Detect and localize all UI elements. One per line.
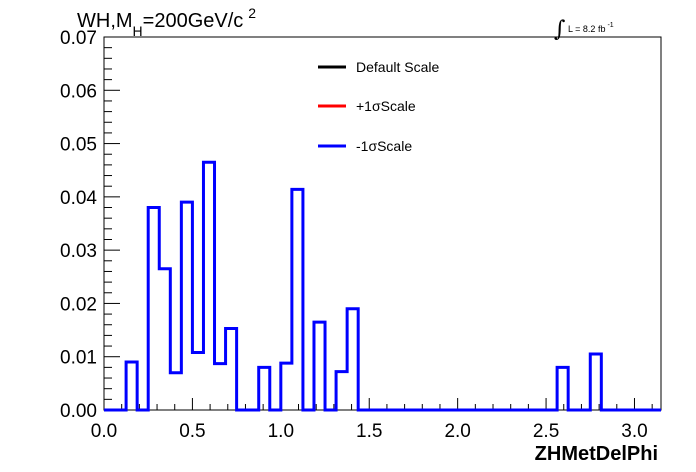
legend-label-default-scale: Default Scale — [356, 59, 439, 75]
y-axis: 0.00 0.01 0.02 0.03 0.04 0.05 0.06 0.07 — [60, 28, 120, 422]
histogram-series-line — [104, 160, 661, 412]
y-tick-label: 0.00 — [60, 401, 97, 422]
x-tick-label: 1.0 — [268, 421, 294, 442]
y-tick-label: 0.06 — [60, 81, 97, 102]
legend: Default Scale +1σScale -1σScale — [318, 59, 439, 154]
y-tick-label: 0.05 — [60, 135, 97, 156]
integral-symbol: ∫ — [554, 17, 566, 42]
x-tick-label: 2.5 — [533, 421, 559, 442]
x-tick-label: 2.0 — [444, 421, 470, 442]
legend-label-minus-sigma-scale: -1σScale — [356, 138, 412, 154]
y-tick-label: 0.04 — [60, 188, 97, 209]
legend-label-plus-sigma-scale: +1σScale — [356, 98, 416, 114]
x-tick-label: 1.5 — [356, 421, 382, 442]
y-tick-label: 0.01 — [60, 348, 97, 369]
x-axis-label: ZHMetDelPhi — [535, 443, 658, 465]
luminosity-label: L = 8.2 fb -1 — [568, 22, 614, 34]
y-tick-label: 0.07 — [60, 28, 97, 49]
x-tick-label: 3.0 — [621, 421, 647, 442]
chart-title: WH,MH=200GeV/c 2 — [77, 5, 256, 39]
y-tick-label: 0.03 — [60, 241, 97, 262]
x-tick-label: 0.5 — [179, 421, 205, 442]
x-tick-label: 0.0 — [91, 421, 117, 442]
y-tick-label: 0.02 — [60, 294, 97, 315]
